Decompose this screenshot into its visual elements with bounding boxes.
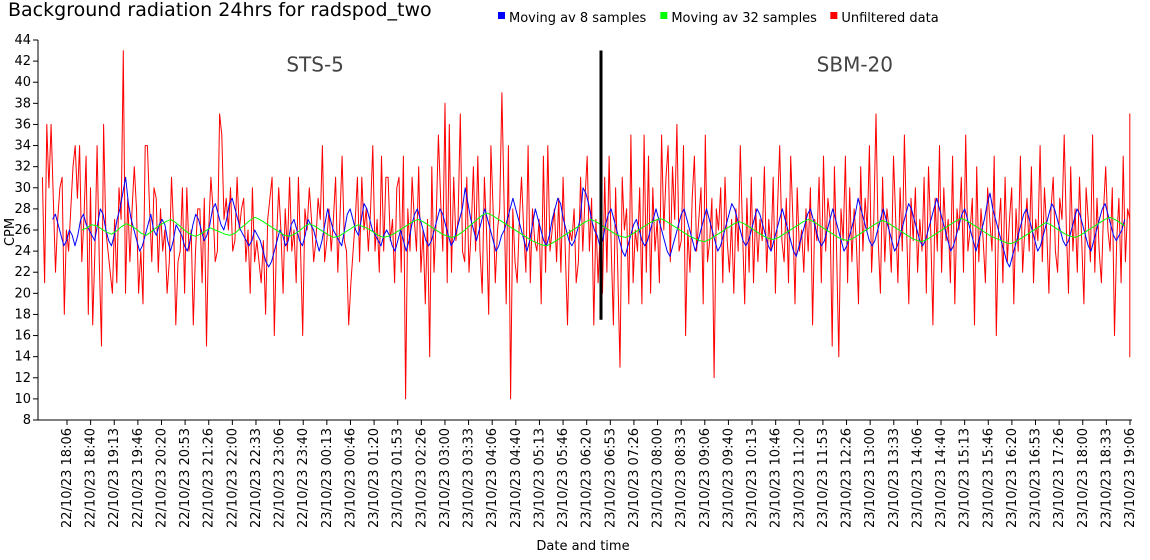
series-line-moving-av-8-samples [52, 176, 1126, 268]
y-tick-label: 8 [23, 413, 31, 428]
legend-label: Moving av 8 samples [509, 11, 647, 26]
x-tick-label: 23/10/23 10:46 [769, 428, 784, 528]
x-tick-label: 23/10/23 01:53 [391, 428, 406, 528]
x-tick-label: 23/10/23 08:00 [651, 428, 666, 528]
x-tick-label: 23/10/23 11:20 [792, 428, 807, 528]
x-axis-label: Date and time [536, 539, 629, 554]
y-tick-label: 12 [14, 371, 31, 386]
x-tick-label: 23/10/23 18:33 [1099, 428, 1114, 528]
x-tick-label: 22/10/23 19:13 [107, 428, 122, 528]
plot-area [41, 50, 1131, 400]
x-tick-label: 23/10/23 05:13 [532, 428, 547, 528]
x-tick-label: 23/10/23 07:26 [627, 428, 642, 528]
x-tick-label: 23/10/23 11:53 [816, 428, 831, 528]
y-axis-ticks: 8 10 12 14 16 18 20 22 24 26 28 30 32 34 36 38 40 42 44 [14, 33, 38, 428]
y-tick-label: 30 [14, 181, 31, 196]
y-tick-label: 10 [14, 392, 31, 407]
y-tick-label: 34 [14, 139, 31, 154]
x-tick-label: 23/10/23 00:13 [320, 428, 335, 528]
x-tick-label: 22/10/23 22:00 [225, 428, 240, 528]
annotations: STS-5 SBM-20 [286, 53, 893, 77]
legend-swatch [498, 12, 505, 19]
x-tick-label: 23/10/23 05:46 [556, 428, 571, 528]
y-tick-label: 26 [14, 223, 31, 238]
x-tick-label: 23/10/23 01:20 [367, 428, 382, 528]
y-tick-label: 22 [14, 265, 31, 280]
x-tick-label: 23/10/23 13:33 [887, 428, 902, 528]
annotation-label: SBM-20 [817, 53, 893, 77]
x-tick-label: 23/10/23 15:46 [981, 428, 996, 528]
x-tick-label: 23/10/23 06:53 [603, 428, 618, 528]
y-tick-label: 42 [14, 54, 31, 69]
legend-swatch [660, 12, 668, 19]
annotation-label: STS-5 [286, 53, 344, 77]
x-tick-label: 22/10/23 20:53 [178, 428, 193, 528]
x-tick-label: 23/10/23 12:26 [840, 428, 855, 528]
y-tick-label: 14 [14, 350, 31, 365]
y-tick-label: 20 [14, 286, 31, 301]
x-tick-label: 23/10/23 02:26 [414, 428, 429, 528]
series-line-unfiltered-data [41, 50, 1131, 400]
x-tick-label: 23/10/23 18:00 [1076, 428, 1091, 528]
series-line-moving-av-32-samples [81, 212, 1125, 247]
x-tick-label: 22/10/23 18:40 [84, 428, 99, 528]
x-tick-label: 23/10/23 10:13 [745, 428, 760, 528]
x-tick-label: 22/10/23 18:06 [60, 428, 75, 528]
x-tick-label: 23/10/23 09:06 [698, 428, 713, 528]
x-tick-label: 23/10/23 03:00 [438, 428, 453, 528]
y-tick-label: 40 [14, 75, 31, 90]
x-tick-label: 23/10/23 04:40 [509, 428, 524, 528]
y-tick-label: 18 [14, 307, 31, 322]
x-tick-label: 22/10/23 22:33 [249, 428, 264, 528]
x-tick-label: 23/10/23 14:40 [934, 428, 949, 528]
y-tick-label: 28 [14, 202, 31, 217]
x-tick-label: 22/10/23 20:20 [154, 428, 169, 528]
x-tick-label: 23/10/23 14:06 [910, 428, 925, 528]
x-tick-label: 23/10/23 15:13 [958, 428, 973, 528]
legend: Moving av 8 samples Moving av 32 samples U… [498, 11, 939, 26]
x-tick-label: 23/10/23 13:00 [863, 428, 878, 528]
x-tick-label: 23/10/23 08:33 [674, 428, 689, 528]
legend-label: Unfiltered data [841, 11, 938, 26]
y-tick-label: 38 [14, 96, 31, 111]
y-tick-label: 36 [14, 117, 31, 132]
x-tick-label: 22/10/23 23:40 [296, 428, 311, 528]
x-tick-label: 23/10/23 06:20 [580, 428, 595, 528]
x-tick-label: 23/10/23 04:06 [485, 428, 500, 528]
x-axis-ticks: 22/10/23 18:06 22/10/23 18:40 22/10/23 19:… [60, 420, 1138, 528]
chart-title: Background radiation 24hrs for radspod_t… [8, 0, 432, 21]
x-tick-label: 23/10/23 16:20 [1005, 428, 1020, 528]
x-tick-label: 23/10/23 00:46 [343, 428, 358, 528]
x-tick-label: 22/10/23 23:06 [273, 428, 288, 528]
y-tick-label: 16 [14, 329, 31, 344]
x-tick-label: 22/10/23 19:46 [131, 428, 146, 528]
chart-title-group: Background radiation 24hrs for radspod_t… [8, 0, 432, 21]
x-tick-label: 22/10/23 21:26 [202, 428, 217, 528]
x-tick-label: 23/10/23 03:33 [462, 428, 477, 528]
y-tick-label: 32 [14, 160, 31, 175]
x-tick-label: 23/10/23 09:40 [721, 428, 736, 528]
x-tick-label: 23/10/23 19:06 [1123, 428, 1138, 528]
x-tick-label: 23/10/23 17:26 [1052, 428, 1067, 528]
y-axis-label: CPM [3, 218, 18, 246]
legend-swatch [830, 12, 838, 19]
x-tick-label: 23/10/23 16:53 [1029, 428, 1044, 528]
y-tick-label: 24 [14, 244, 31, 259]
legend-label: Moving av 32 samples [671, 11, 817, 26]
y-tick-label: 44 [14, 33, 31, 48]
